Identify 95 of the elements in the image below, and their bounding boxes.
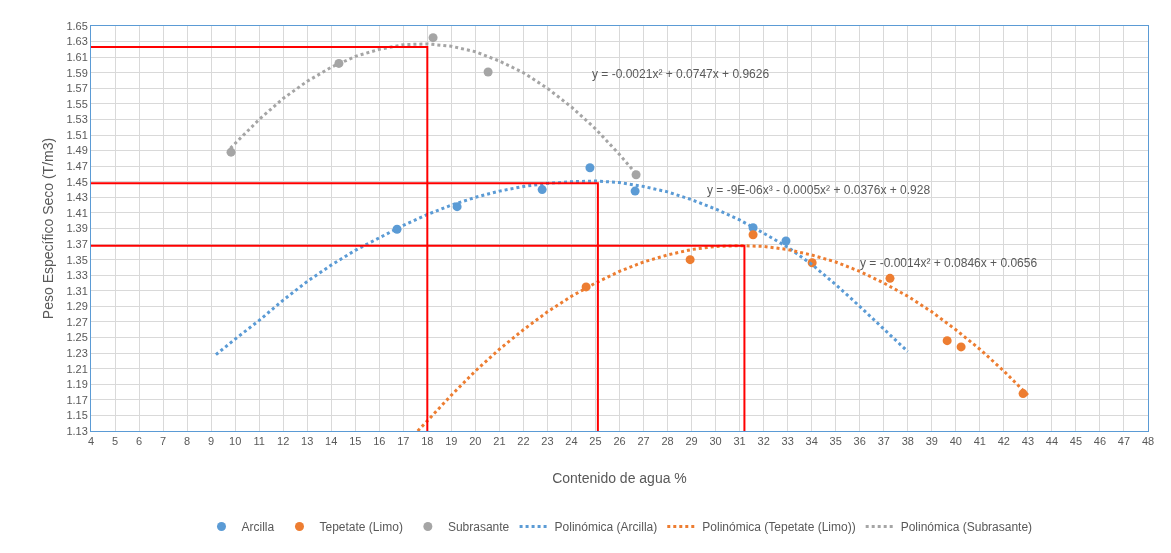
x-tick-label: 31: [733, 435, 746, 448]
y-tick-label: 1.65: [66, 19, 88, 32]
x-tick-label: 18: [421, 435, 434, 448]
x-tick-label: 7: [160, 435, 167, 448]
y-tick-label: 1.23: [66, 346, 88, 359]
x-tick-label: 20: [469, 435, 482, 448]
point: [537, 185, 547, 195]
x-tick-label: 25: [589, 435, 602, 448]
x-tick-label: 9: [208, 435, 215, 448]
x-tick-label: 21: [493, 435, 506, 448]
x-tick-label: 39: [925, 435, 938, 448]
x-tick-label: 33: [781, 435, 794, 448]
x-tick-label: 46: [1093, 435, 1107, 448]
y-tick-label: 1.39: [66, 222, 88, 235]
y-tick-label: 1.25: [66, 331, 88, 344]
x-tick-label: 48: [1141, 435, 1155, 448]
x-tick-label: 35: [829, 435, 842, 448]
x-tick-label: 28: [661, 435, 674, 448]
y-tick-label: 1.57: [66, 82, 88, 95]
point: [956, 342, 966, 352]
x-tick-label: 15: [349, 435, 362, 448]
point: [630, 186, 640, 196]
y-tick-label: 1.51: [66, 128, 88, 141]
y-tick-label: 1.53: [66, 113, 88, 126]
point: [748, 230, 758, 240]
annotation: y = -0.0021x² + 0.0747x + 0.9626: [592, 67, 770, 81]
x-tick-label: 19: [445, 435, 458, 448]
x-tick-label: 34: [805, 435, 818, 448]
annotation: y = -0.0014x² + 0.0846x + 0.0656: [860, 256, 1038, 270]
y-tick-label: 1.29: [66, 300, 88, 313]
x-tick-label: 27: [637, 435, 650, 448]
x-axis-title: Contenido de agua %: [552, 470, 687, 486]
x-tick-label: 10: [229, 435, 242, 448]
point: [226, 147, 236, 157]
x-tick-label: 23: [541, 435, 554, 448]
x-tick-label: 44: [1045, 435, 1059, 448]
x-tick-label: 24: [565, 435, 578, 448]
x-tick-label: 38: [901, 435, 914, 448]
x-tick-label: 16: [373, 435, 386, 448]
y-tick-label: 1.31: [66, 284, 88, 297]
y-tick-label: 1.19: [66, 378, 88, 391]
y-tick-label: 1.27: [66, 315, 88, 328]
y-tick-label: 1.41: [66, 206, 88, 219]
y-tick-label: 1.63: [66, 35, 88, 48]
y-tick-label: 1.49: [66, 144, 88, 157]
x-tick-label: 29: [685, 435, 698, 448]
x-tick-label: 40: [949, 435, 962, 448]
y-tick-label: 1.35: [66, 253, 88, 266]
x-tick-label: 8: [184, 435, 191, 448]
point: [685, 255, 695, 265]
x-tick-label: 4: [87, 435, 95, 448]
y-tick-label: 1.61: [66, 51, 88, 63]
y-tick-label: 1.13: [66, 424, 88, 437]
point: [483, 67, 493, 77]
legend-label: Arcilla: [241, 520, 275, 535]
x-tick-label: 11: [253, 435, 265, 448]
x-tick-label: 37: [877, 435, 890, 448]
x-tick-label: 5: [111, 435, 119, 448]
x-tick-label: 47: [1117, 435, 1131, 448]
x-tick-label: 14: [325, 435, 338, 448]
legend-label: Polinómica (Arcilla): [554, 520, 658, 535]
legend-label: Subrasante: [447, 520, 510, 535]
y-tick-label: 1.15: [66, 409, 88, 422]
point: [781, 236, 791, 246]
y-tick-label: 1.33: [66, 269, 88, 282]
x-tick-label: 30: [709, 435, 722, 448]
x-tick-label: 43: [1021, 435, 1035, 448]
x-tick-label: 6: [135, 435, 143, 448]
x-tick-label: 32: [757, 435, 770, 448]
legend-label: Polinómica (Subrasante): [900, 520, 1033, 535]
legend-label: Polinómica (Tepetate (Limo)): [702, 520, 856, 535]
x-tick-label: 45: [1069, 435, 1083, 448]
point: [885, 273, 895, 283]
y-tick-label: 1.43: [66, 191, 88, 204]
y-axis-title: Peso Específico Seco (T/m3): [40, 137, 56, 320]
y-tick-label: 1.47: [66, 160, 88, 173]
x-tick-label: 17: [397, 435, 410, 448]
x-tick-label: 13: [301, 435, 314, 448]
x-tick-label: 22: [517, 435, 530, 448]
x-tick-label: 12: [277, 435, 290, 448]
x-tick-label: 26: [613, 435, 626, 448]
y-tick-label: 1.37: [66, 237, 88, 250]
point: [942, 336, 952, 346]
legend-label: Tepetate (Limo): [319, 520, 403, 535]
x-tick-label: 42: [997, 435, 1010, 448]
y-tick-label: 1.59: [66, 66, 88, 79]
y-tick-label: 1.21: [66, 362, 88, 375]
x-tick-label: 41: [973, 435, 986, 448]
x-tick-label: 36: [853, 435, 866, 448]
annotation: y = -9E-06x³ - 0.0005x² + 0.0376x + 0.928: [707, 183, 931, 197]
y-tick-label: 1.45: [66, 175, 88, 188]
point: [428, 33, 438, 43]
y-tick-label: 1.55: [66, 97, 88, 110]
point: [585, 163, 595, 173]
y-tick-label: 1.17: [66, 393, 88, 406]
